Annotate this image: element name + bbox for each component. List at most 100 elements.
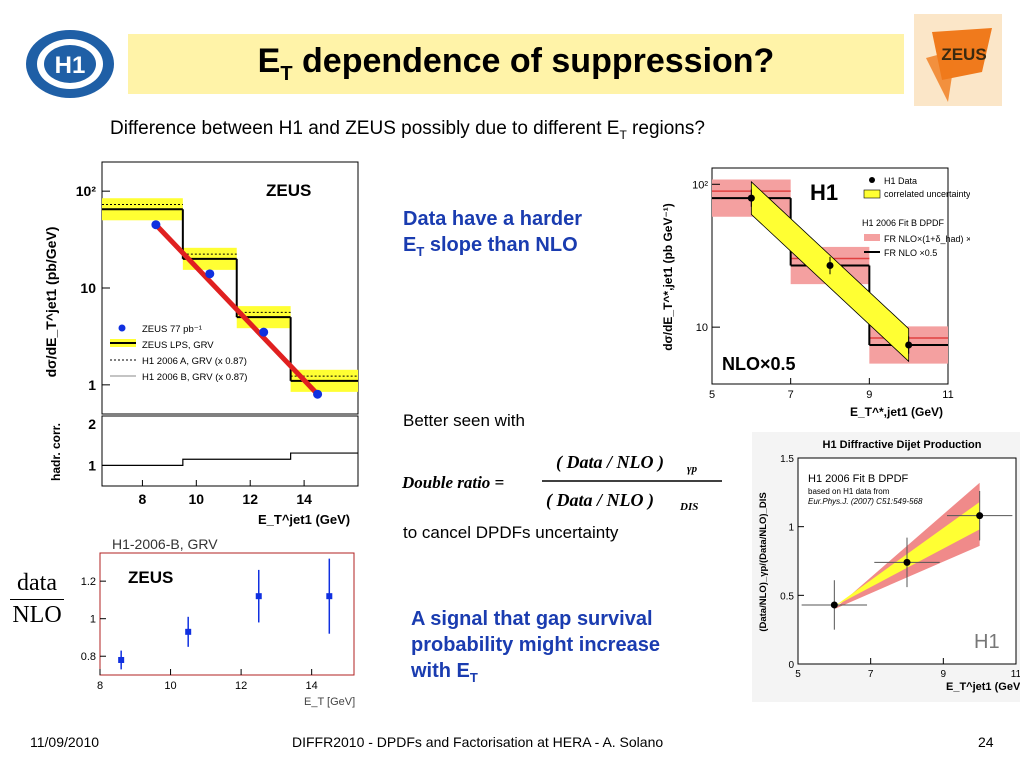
y-axis-label: dσ/dE_T^jet1 (pb/GeV) — [43, 227, 59, 378]
uncertainty-band-red — [834, 482, 980, 610]
x-tick-label: 8 — [139, 491, 147, 507]
footer-page: 24 — [978, 734, 994, 750]
zeus-data-point — [151, 220, 161, 230]
legend-entry: ZEUS 77 pb⁻¹ — [142, 324, 202, 335]
legend-entry: FR NLO ×0.5 — [884, 248, 937, 258]
x-tick-label: 7 — [788, 389, 794, 401]
signal-note: A signal that gap survival probability m… — [411, 608, 660, 685]
page-title: ET dependence of suppression? — [257, 42, 775, 85]
chart-label: H1 — [974, 631, 1000, 653]
h1-logo-text: H1 — [55, 52, 86, 79]
h1-logo: H1 — [16, 20, 116, 100]
hadr-y-tick-label: 2 — [88, 416, 96, 432]
chart-subtitle: H1 2006 Fit B DPDF — [808, 473, 909, 485]
x-tick-label: 8 — [97, 680, 103, 692]
hadr-corr-line — [102, 452, 358, 467]
legend-entry: H1 2006 B, GRV (x 0.87) — [142, 372, 247, 383]
h1-data-point — [826, 262, 834, 270]
y-axis-label: dσ/dE_T^*,jet1 (pb GeV⁻¹) — [661, 203, 675, 351]
h1-data-point — [747, 194, 755, 202]
ratio-data-point — [185, 628, 192, 635]
x-axis-label: E_T [GeV] — [304, 696, 355, 708]
subtitle: Difference between H1 and ZEUS possibly … — [110, 118, 705, 142]
chart-title: H1 Diffractive Dijet Production — [823, 439, 982, 451]
zeus-cross-section-chart: 10² 10 1 dσ/dE_T^jet1 (pb/GeV) ZEUS ZEUS 77 p… — [40, 152, 370, 532]
zeus-ratio-chart: H1-2006-B, GRV ZEUS 1.2 1 0.8 8 10 12 14 E_T [GeV… — [4, 535, 360, 715]
zeus-data-point — [259, 327, 269, 337]
x-tick-label: 12 — [242, 491, 258, 507]
x-tick-label: 14 — [296, 491, 312, 507]
hadr-y-axis-label: hadr. corr. — [49, 423, 63, 481]
y-tick-label: 1.2 — [81, 576, 96, 588]
formula-lhs: Double ratio = — [401, 473, 504, 492]
zeus-logo-icon: ZEUS — [914, 14, 1002, 106]
footer-center: DIFFR2010 - DPDFs and Factorisation at H… — [292, 734, 664, 750]
legend-entry: H1 Data — [884, 176, 917, 186]
y-tick-label: 0.5 — [780, 591, 794, 602]
title-bar: ET dependence of suppression? — [128, 34, 904, 94]
chart-title: ZEUS — [266, 181, 311, 200]
h1-double-ratio-chart: H1 Diffractive Dijet Production H1 2006 F… — [752, 432, 1024, 702]
dr-data-point — [830, 601, 838, 609]
zeus-logo: ZEUS — [912, 10, 1004, 110]
y-tick-label: 1 — [788, 523, 794, 534]
legend-band — [863, 189, 881, 199]
legend-entry: ZEUS LPS, GRV — [142, 340, 214, 351]
chart-note: based on H1 data from — [808, 487, 890, 496]
fit-line — [154, 223, 320, 396]
x-tick-label: 10 — [164, 680, 176, 692]
nlo-scale-label: NLO×0.5 — [722, 354, 796, 374]
y-tick-label: 1.5 — [780, 454, 794, 465]
formula-denominator-sub: DIS — [679, 501, 698, 513]
dr-data-point — [976, 512, 984, 520]
y-tick-label: 0 — [788, 660, 794, 671]
legend-entry: correlated uncertainty — [884, 189, 970, 199]
x-tick-label: 7 — [868, 669, 874, 680]
data-over-nlo-label: data NLO — [6, 570, 68, 629]
chart-title: H1 — [810, 180, 838, 205]
x-tick-label: 10 — [189, 491, 205, 507]
hadr-y-tick-label: 1 — [88, 457, 96, 473]
zeus-logo-text: ZEUS — [941, 45, 986, 64]
y-tick-label: 10² — [76, 183, 97, 199]
y-tick-label: 10 — [80, 280, 96, 296]
h1-logo-icon: H1 — [26, 30, 114, 98]
legend-entry: H1 2006 Fit B DPDF — [862, 218, 945, 228]
legend-marker-zeus — [118, 324, 126, 332]
y-axis-label: (Data/NLO)_γp/(Data/NLO)_DIS — [758, 492, 769, 631]
x-axis-label: E_T^jet1 (GeV) — [258, 512, 350, 527]
h1-cross-section-chart: 10² 10 5 7 9 11 dσ/dE_T^*,jet1 (pb GeV⁻¹) E_T^*… — [650, 162, 984, 424]
zeus-data-point — [313, 389, 323, 399]
y-tick-label: 1 — [88, 377, 96, 393]
y-tick-label: 0.8 — [81, 651, 96, 663]
dr-data-point — [903, 558, 911, 566]
x-axis-label: E_T^jet1 (GeV) — [946, 681, 1020, 693]
zeus-data-point — [205, 269, 215, 279]
legend-band-red — [864, 234, 880, 241]
ratio-data-point — [255, 593, 262, 600]
double-ratio-formula: Double ratio = ( Data / NLO ) γp ( Data … — [400, 446, 730, 520]
better-seen-text: Better seen with — [403, 411, 525, 430]
x-tick-label: 5 — [795, 669, 801, 680]
x-tick-label: 9 — [866, 389, 872, 401]
ratio-data-point — [326, 593, 333, 600]
ratio-data-point — [118, 656, 125, 663]
x-axis-label: E_T^*,jet1 (GeV) — [850, 405, 943, 419]
legend-marker — [869, 177, 875, 183]
x-tick-label: 11 — [942, 389, 953, 401]
hadr-plot-frame — [101, 415, 359, 487]
chart-title: H1-2006-B, GRV — [112, 536, 218, 552]
h1-data-point — [905, 341, 913, 349]
x-tick-label: 11 — [1011, 669, 1020, 680]
formula-numerator-sub: γp — [687, 463, 698, 475]
y-tick-label: 10 — [696, 322, 708, 334]
chart-note: Eur.Phys.J. (2007) C51:549-568 — [808, 497, 923, 506]
formula-numerator: ( Data / NLO ) — [556, 452, 664, 473]
chart-label: ZEUS — [128, 568, 173, 587]
x-tick-label: 14 — [306, 680, 318, 692]
x-tick-label: 5 — [709, 389, 715, 401]
legend-entry: FR NLO×(1+δ_had) ×0.5 — [884, 234, 970, 244]
formula-denominator: ( Data / NLO ) — [546, 490, 654, 511]
legend-entry: H1 2006 A, GRV (x 0.87) — [142, 356, 247, 367]
y-tick-label: 10² — [692, 179, 708, 191]
